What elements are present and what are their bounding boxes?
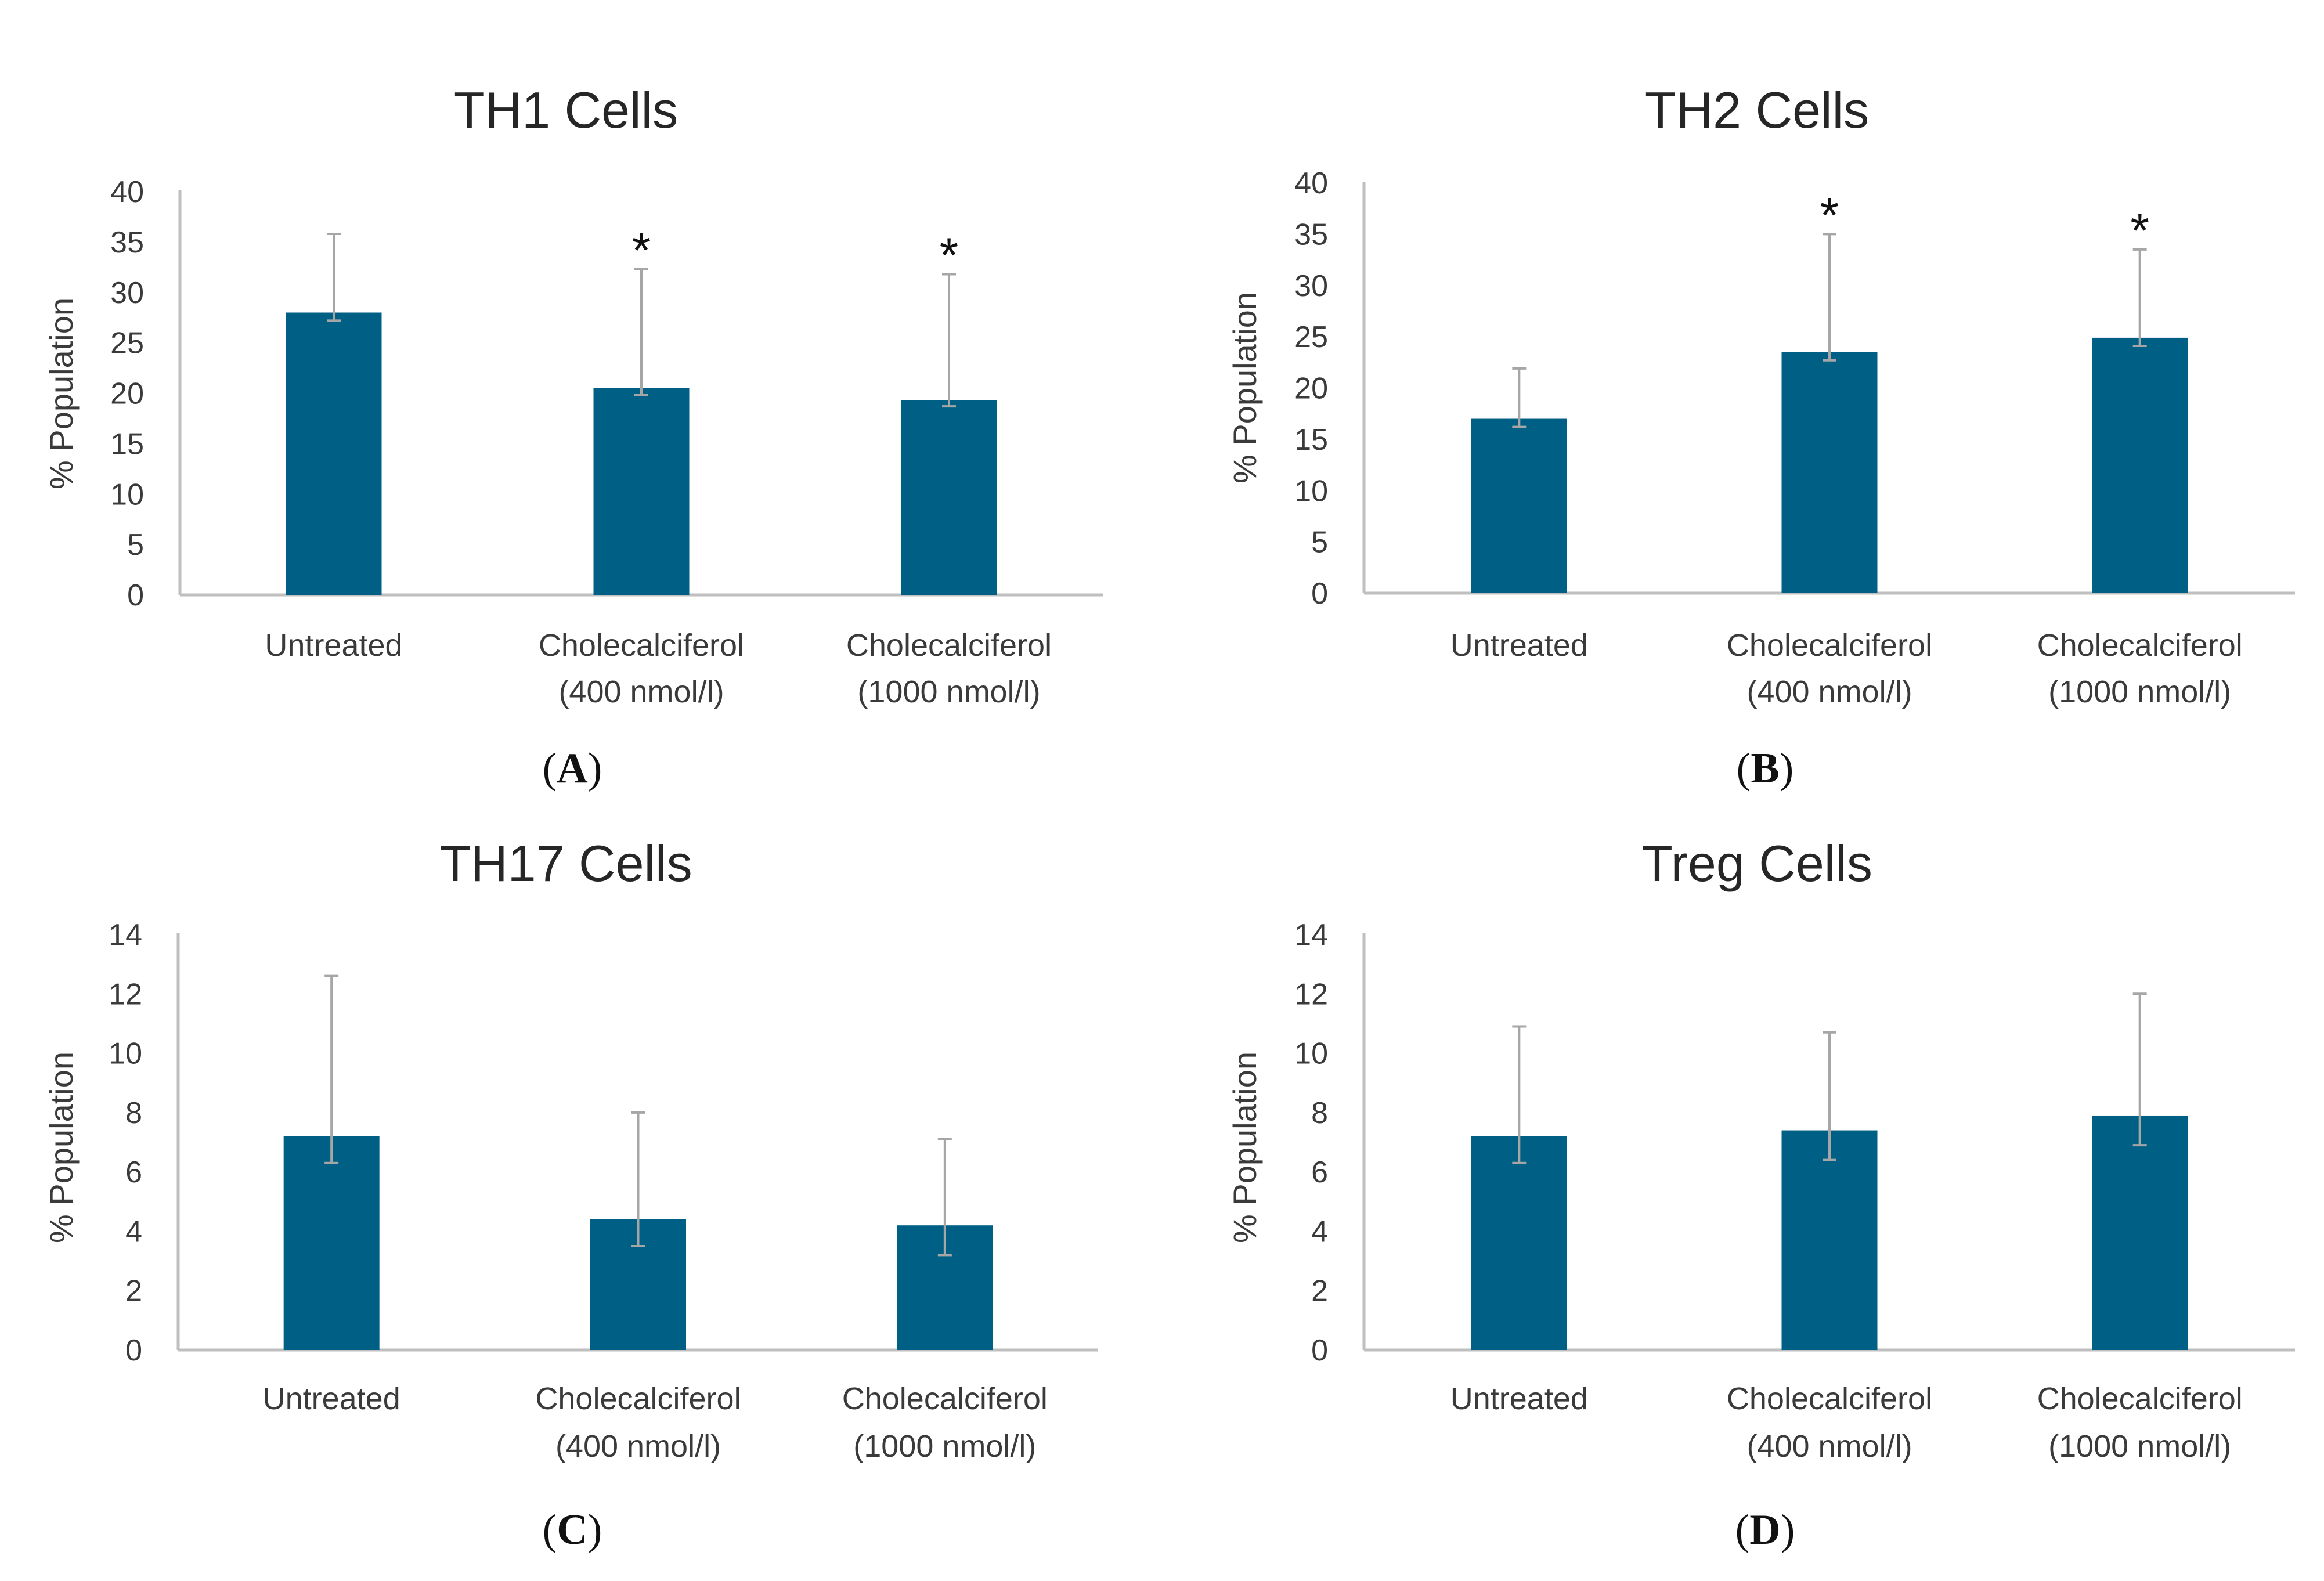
y-tick-label-a: 5 — [127, 528, 144, 562]
y-tick-label-d: 4 — [1311, 1215, 1328, 1248]
x-category-label-a-1: (400 nmol/l) — [558, 674, 724, 709]
x-category-label-b-2: Cholecalciferol — [2037, 628, 2243, 663]
bar-b-0 — [1471, 418, 1567, 593]
x-category-label-b-2: (1000 nmol/l) — [2048, 674, 2231, 709]
chart-c-svg: TH17 Cells % Population 0 2 4 6 8 10 12 14 Untreat… — [43, 835, 1098, 1464]
y-tick-label-c: 6 — [125, 1156, 142, 1189]
y-tick-label-c: 10 — [109, 1037, 142, 1071]
y-tick-label-a: 35 — [110, 226, 144, 259]
chart-panel-a: TH1 Cells % Population 0 5 10 15 20 25 30 35 40 Unt… — [0, 0, 1162, 792]
y-tick-label-b: 20 — [1294, 372, 1328, 406]
bar-a-2 — [901, 400, 997, 595]
chart-title-c: TH17 Cells — [439, 835, 692, 892]
x-category-label-a-1: Cholecalciferol — [539, 628, 744, 663]
bar-a-0 — [286, 312, 382, 595]
significance-star-a-1: * — [632, 223, 651, 277]
x-category-label-a-2: (1000 nmol/l) — [857, 674, 1040, 709]
y-tick-label-c: 4 — [125, 1215, 142, 1248]
y-axis-label-d: % Population — [1226, 1052, 1263, 1243]
x-category-label-b-1: Cholecalciferol — [1727, 628, 1932, 663]
x-category-label-d-1: (400 nmol/l) — [1746, 1429, 1912, 1464]
x-category-label-b-1: (400 nmol/l) — [1746, 674, 1912, 709]
bar-d-2 — [2092, 1115, 2188, 1350]
chart-panel-c: TH17 Cells % Population 0 2 4 6 8 10 12 14 Untreat… — [0, 790, 1162, 1581]
chart-d-svg: Treg Cells % Population 0 2 4 6 8 10 12 14 Untreat… — [1226, 835, 2295, 1464]
y-tick-label-d: 0 — [1311, 1334, 1328, 1367]
x-category-label-c-1: (400 nmol/l) — [555, 1429, 721, 1464]
bar-c-0 — [283, 1136, 380, 1350]
bar-d-0 — [1471, 1136, 1567, 1350]
y-tick-label-c: 8 — [125, 1096, 142, 1130]
y-axis-label-a: % Population — [43, 298, 80, 489]
y-tick-label-b: 15 — [1294, 423, 1328, 457]
y-tick-label-a: 25 — [110, 327, 144, 360]
y-tick-label-a: 0 — [127, 579, 144, 612]
chart-panel-d: Treg Cells % Population 0 2 4 6 8 10 12 14 Untreat… — [1162, 790, 2324, 1581]
y-tick-label-b: 30 — [1294, 269, 1328, 303]
y-tick-label-a: 10 — [110, 478, 144, 511]
x-category-label-c-0: Untreated — [263, 1381, 400, 1416]
x-category-label-a-0: Untreated — [265, 628, 402, 663]
y-tick-label-b: 0 — [1311, 577, 1328, 611]
y-tick-label-c: 14 — [109, 918, 142, 952]
x-category-label-c-2: (1000 nmol/l) — [853, 1429, 1036, 1464]
y-tick-label-b: 25 — [1294, 320, 1328, 354]
significance-star-b-2: * — [2130, 203, 2149, 258]
chart-title-a: TH1 Cells — [454, 81, 678, 139]
y-axis-label-c: % Population — [43, 1052, 80, 1243]
y-tick-label-b: 35 — [1294, 218, 1328, 251]
panel-label-c: (C) — [542, 1506, 602, 1554]
y-tick-label-a: 20 — [110, 377, 144, 411]
chart-panel-b: TH2 Cells % Population 0 5 10 15 20 25 30 35 40 Unt… — [1162, 0, 2324, 792]
y-tick-label-c: 0 — [125, 1334, 142, 1367]
y-tick-label-d: 2 — [1311, 1275, 1328, 1308]
x-category-label-d-2: (1000 nmol/l) — [2048, 1429, 2231, 1464]
y-tick-label-b: 40 — [1294, 167, 1328, 200]
y-tick-label-d: 10 — [1294, 1037, 1328, 1071]
x-category-label-c-2: Cholecalciferol — [842, 1381, 1048, 1416]
significance-star-a-2: * — [940, 228, 959, 282]
y-tick-label-b: 5 — [1311, 526, 1328, 560]
y-tick-label-d: 12 — [1294, 977, 1328, 1011]
chart-b-svg: TH2 Cells % Population 0 5 10 15 20 25 30 35 40 Unt… — [1226, 81, 2295, 709]
bar-a-1 — [593, 388, 690, 595]
y-tick-label-b: 10 — [1294, 474, 1328, 508]
y-tick-label-a: 15 — [110, 427, 144, 461]
y-tick-label-c: 12 — [109, 977, 142, 1011]
panel-label-b: (B) — [1736, 745, 1794, 792]
chart-a-svg: TH1 Cells % Population 0 5 10 15 20 25 30 35 40 Unt… — [43, 81, 1103, 709]
bar-b-1 — [1781, 352, 1878, 593]
y-tick-label-d: 6 — [1311, 1156, 1328, 1189]
bar-b-2 — [2092, 337, 2188, 593]
y-tick-label-d: 8 — [1311, 1096, 1328, 1130]
significance-star-b-1: * — [1820, 187, 1839, 242]
x-category-label-d-1: Cholecalciferol — [1727, 1381, 1932, 1416]
chart-title-d: Treg Cells — [1641, 835, 1872, 892]
y-tick-label-a: 30 — [110, 276, 144, 310]
x-category-label-b-0: Untreated — [1450, 628, 1588, 663]
x-category-label-d-0: Untreated — [1450, 1381, 1588, 1416]
panel-label-d: (D) — [1735, 1506, 1795, 1554]
x-category-label-a-2: Cholecalciferol — [846, 628, 1052, 663]
y-tick-label-d: 14 — [1294, 918, 1328, 952]
y-tick-label-c: 2 — [125, 1275, 142, 1308]
bar-d-1 — [1781, 1130, 1878, 1350]
chart-title-b: TH2 Cells — [1645, 81, 1869, 139]
y-axis-label-b: % Population — [1226, 292, 1263, 483]
x-category-label-c-1: Cholecalciferol — [535, 1381, 741, 1416]
panel-label-a: (A) — [542, 745, 602, 792]
y-tick-label-a: 40 — [110, 175, 144, 209]
x-category-label-d-2: Cholecalciferol — [2037, 1381, 2243, 1416]
